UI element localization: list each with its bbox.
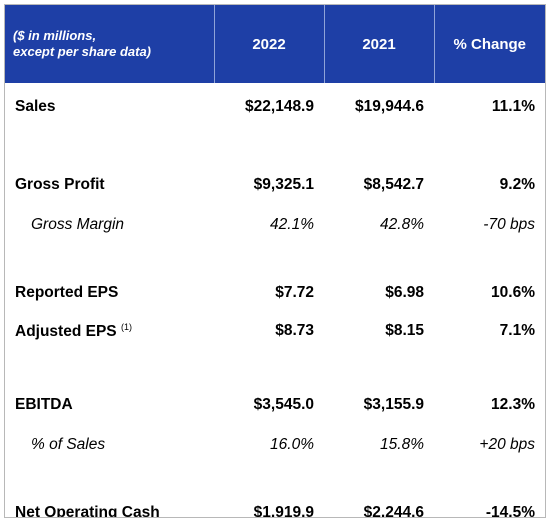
financial-summary-table: ($ in millions, except per share data) 2… xyxy=(5,5,545,518)
value-2022: $3,545.0 xyxy=(253,396,314,413)
value-2021: $8,542.7 xyxy=(363,176,424,193)
row-label: Net Operating Cash xyxy=(15,504,160,518)
value-2021: 15.8% xyxy=(380,436,424,453)
table-row-reported-eps: Reported EPS $7.72 $6.98 10.6% xyxy=(5,275,545,311)
row-label: Adjusted EPS xyxy=(15,322,117,340)
spacer-row xyxy=(5,463,545,495)
value-2021: $3,155.9 xyxy=(363,396,424,413)
column-header-2021: 2021 xyxy=(324,5,435,83)
header-row: ($ in millions, except per share data) 2… xyxy=(5,5,545,83)
value-2022: 42.1% xyxy=(270,216,314,233)
value-2021: $19,944.6 xyxy=(355,98,424,115)
value-2022: $7.72 xyxy=(275,284,314,301)
table-row-gross-profit: Gross Profit $9,325.1 $8,542.7 9.2% xyxy=(5,163,545,207)
table-body: Sales $22,148.9 $19,944.6 11.1% Gross Pr… xyxy=(5,83,545,518)
units-note-header: ($ in millions, except per share data) xyxy=(5,5,215,83)
value-2022: 16.0% xyxy=(270,436,314,453)
value-change: 12.3% xyxy=(491,396,535,413)
units-note-line2: except per share data) xyxy=(13,44,152,59)
row-label: Gross Profit xyxy=(15,176,105,193)
column-header-2022: 2022 xyxy=(214,5,325,83)
value-2021: $2,244.6 xyxy=(363,504,424,518)
value-2022: $8.73 xyxy=(275,322,314,339)
value-change: 11.1% xyxy=(491,98,535,115)
table-row-sales: Sales $22,148.9 $19,944.6 11.1% xyxy=(5,83,545,131)
row-label-cell: Adjusted EPS (1) xyxy=(5,311,214,351)
units-note-line1: ($ in millions, xyxy=(13,28,97,43)
column-header-change: % Change xyxy=(434,5,545,83)
row-label: Sales xyxy=(15,98,56,115)
value-2022: $1,919.9 xyxy=(253,504,314,518)
table-row-percent-of-sales: % of Sales 16.0% 15.8% +20 bps xyxy=(5,427,545,463)
table-row-net-operating-cash: Net Operating Cash $1,919.9 $2,244.6 -14… xyxy=(5,495,545,518)
value-change: -70 bps xyxy=(483,216,535,233)
value-change: 7.1% xyxy=(499,322,535,339)
spacer-row xyxy=(5,131,545,163)
table-row-ebitda: EBITDA $3,545.0 $3,155.9 12.3% xyxy=(5,383,545,427)
value-2022: $22,148.9 xyxy=(245,98,314,115)
value-2021: 42.8% xyxy=(380,216,424,233)
row-label: % of Sales xyxy=(31,436,106,453)
value-change: 9.2% xyxy=(499,176,535,193)
spacer-row xyxy=(5,243,545,275)
value-2022: $9,325.1 xyxy=(253,176,314,193)
value-change: -14.5% xyxy=(485,504,535,518)
row-label: Reported EPS xyxy=(15,284,119,301)
value-change: 10.6% xyxy=(491,284,535,301)
value-2021: $6.98 xyxy=(385,284,424,301)
financial-summary-table-frame: ($ in millions, except per share data) 2… xyxy=(4,4,546,518)
value-change: +20 bps xyxy=(479,436,535,453)
spacer-row xyxy=(5,351,545,383)
row-label: Gross Margin xyxy=(31,216,125,233)
table-row-adjusted-eps: Adjusted EPS (1) $8.73 $8.15 7.1% xyxy=(5,311,545,351)
table-header: ($ in millions, except per share data) 2… xyxy=(5,5,545,83)
value-2021: $8.15 xyxy=(385,322,424,339)
footnote-marker: (1) xyxy=(120,321,132,332)
row-label: EBITDA xyxy=(15,396,73,413)
table-row-gross-margin: Gross Margin 42.1% 42.8% -70 bps xyxy=(5,207,545,243)
